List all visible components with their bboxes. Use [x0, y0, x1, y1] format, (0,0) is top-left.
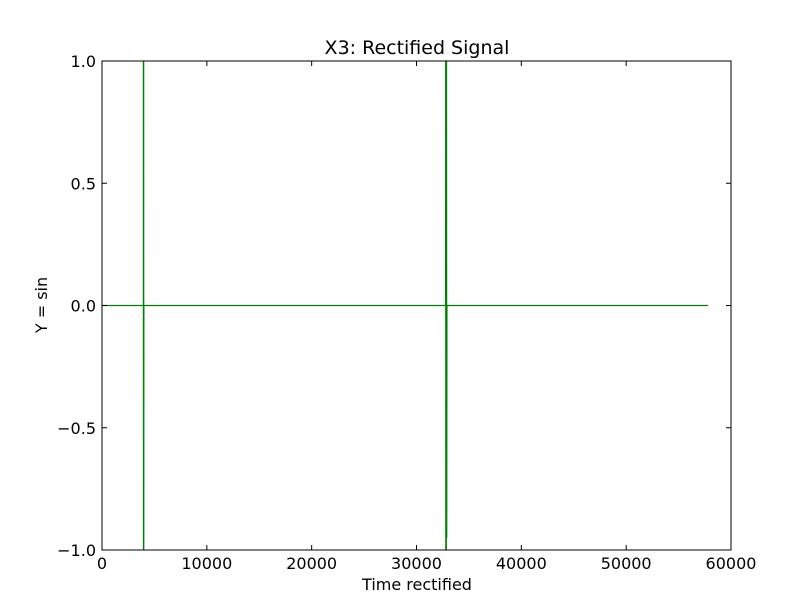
y-tick-label: −1.0 — [57, 541, 96, 560]
x-tick-label: 40000 — [496, 554, 547, 573]
series-layer — [102, 60, 708, 551]
x-tick-label: 10000 — [181, 554, 232, 573]
chart-title: X3: Rectified Signal — [325, 37, 510, 59]
x-tick-label: 20000 — [286, 554, 337, 573]
x-tick-label: 60000 — [706, 554, 757, 573]
x-tick-label: 30000 — [391, 554, 442, 573]
y-tick-label: 1.0 — [71, 52, 96, 71]
y-axis-label: Y = sin — [32, 277, 51, 334]
x-axis-label: Time rectified — [361, 575, 472, 594]
y-axis-ticks: −1.0 −0.5 0.0 0.5 1.0 — [57, 52, 731, 560]
y-tick-label: −0.5 — [57, 419, 96, 438]
x-axis-ticks: 0 10000 20000 30000 40000 50000 60000 — [97, 61, 757, 573]
y-tick-label: 0.0 — [71, 297, 96, 316]
series-line-0 — [102, 60, 708, 551]
x-tick-label: 0 — [97, 554, 107, 573]
y-tick-label: 0.5 — [71, 174, 96, 193]
x-tick-label: 50000 — [601, 554, 652, 573]
